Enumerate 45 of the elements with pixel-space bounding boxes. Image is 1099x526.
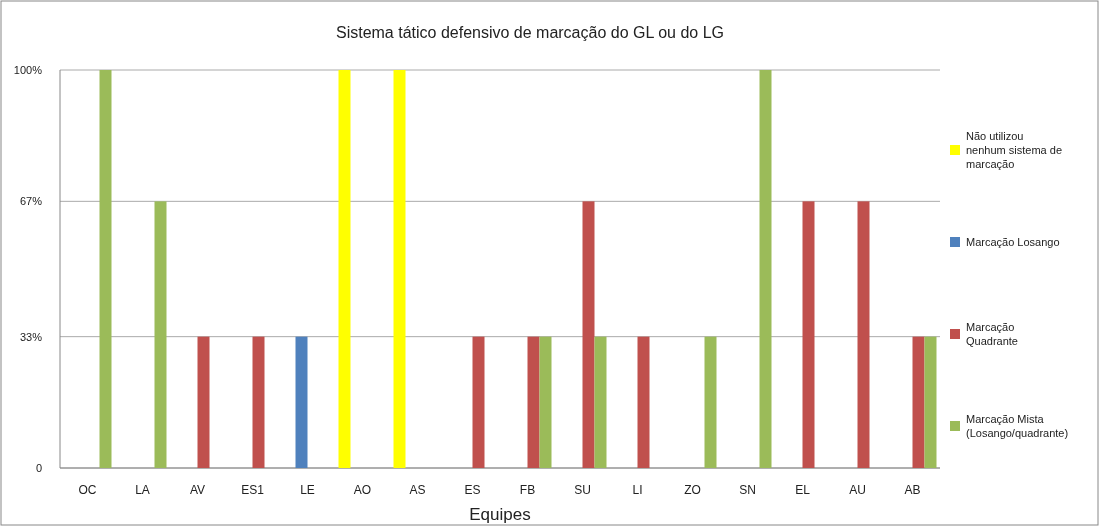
x-tick-label: FB: [519, 483, 536, 497]
x-tick-label: AO: [353, 483, 372, 497]
x-tick-label: SN: [739, 483, 756, 497]
x-tick-label: AV: [189, 483, 206, 497]
x-tick-label: OC: [78, 483, 97, 497]
bar: [802, 201, 815, 468]
x-axis-title: Equipes: [469, 505, 531, 524]
bar: [393, 70, 406, 468]
x-tick-label: LA: [135, 483, 150, 497]
x-tick-label: SU: [574, 483, 591, 497]
x-tick-label: EL: [795, 483, 811, 497]
bar: [252, 336, 265, 468]
bar: [594, 336, 607, 468]
y-tick-label: 33%: [19, 330, 43, 343]
x-tick-label: AS: [409, 483, 426, 497]
bar: [338, 70, 351, 468]
x-tick-label: ES1: [241, 483, 265, 497]
y-tick-label: 0: [35, 461, 42, 474]
x-tick-label: ZO: [684, 483, 701, 497]
x-tick-label: AB: [904, 483, 921, 497]
x-tick-label: ES: [464, 483, 481, 497]
x-tick-label: AU: [849, 483, 866, 497]
legend-label: Não utilizou nenhum sistema de marcação: [966, 129, 1066, 171]
chart-title: Sistema tático defensivo de marcação do GL ou do LG: [335, 24, 725, 41]
bar: [582, 201, 595, 468]
bar: [197, 336, 210, 468]
bar: [472, 336, 485, 468]
bar: [527, 336, 540, 468]
bar: [99, 70, 112, 468]
bar: [295, 336, 308, 468]
bar: [924, 336, 937, 468]
bar: [637, 336, 650, 468]
bar: [759, 70, 772, 468]
bar: [704, 336, 717, 468]
y-tick-label: 100%: [13, 63, 43, 76]
legend-label: Marcação Quadrante: [966, 320, 1018, 347]
bar: [912, 336, 925, 468]
x-tick-label: LE: [300, 483, 315, 497]
y-tick-label: 67%: [19, 195, 43, 208]
legend-label: Marcação Mista (Losango/quadrante): [966, 412, 1069, 439]
bar: [154, 201, 167, 468]
legend-label: Marcação Losango: [966, 235, 1060, 248]
bar: [539, 336, 552, 468]
bar: [857, 201, 870, 468]
x-tick-label: LI: [632, 483, 643, 497]
